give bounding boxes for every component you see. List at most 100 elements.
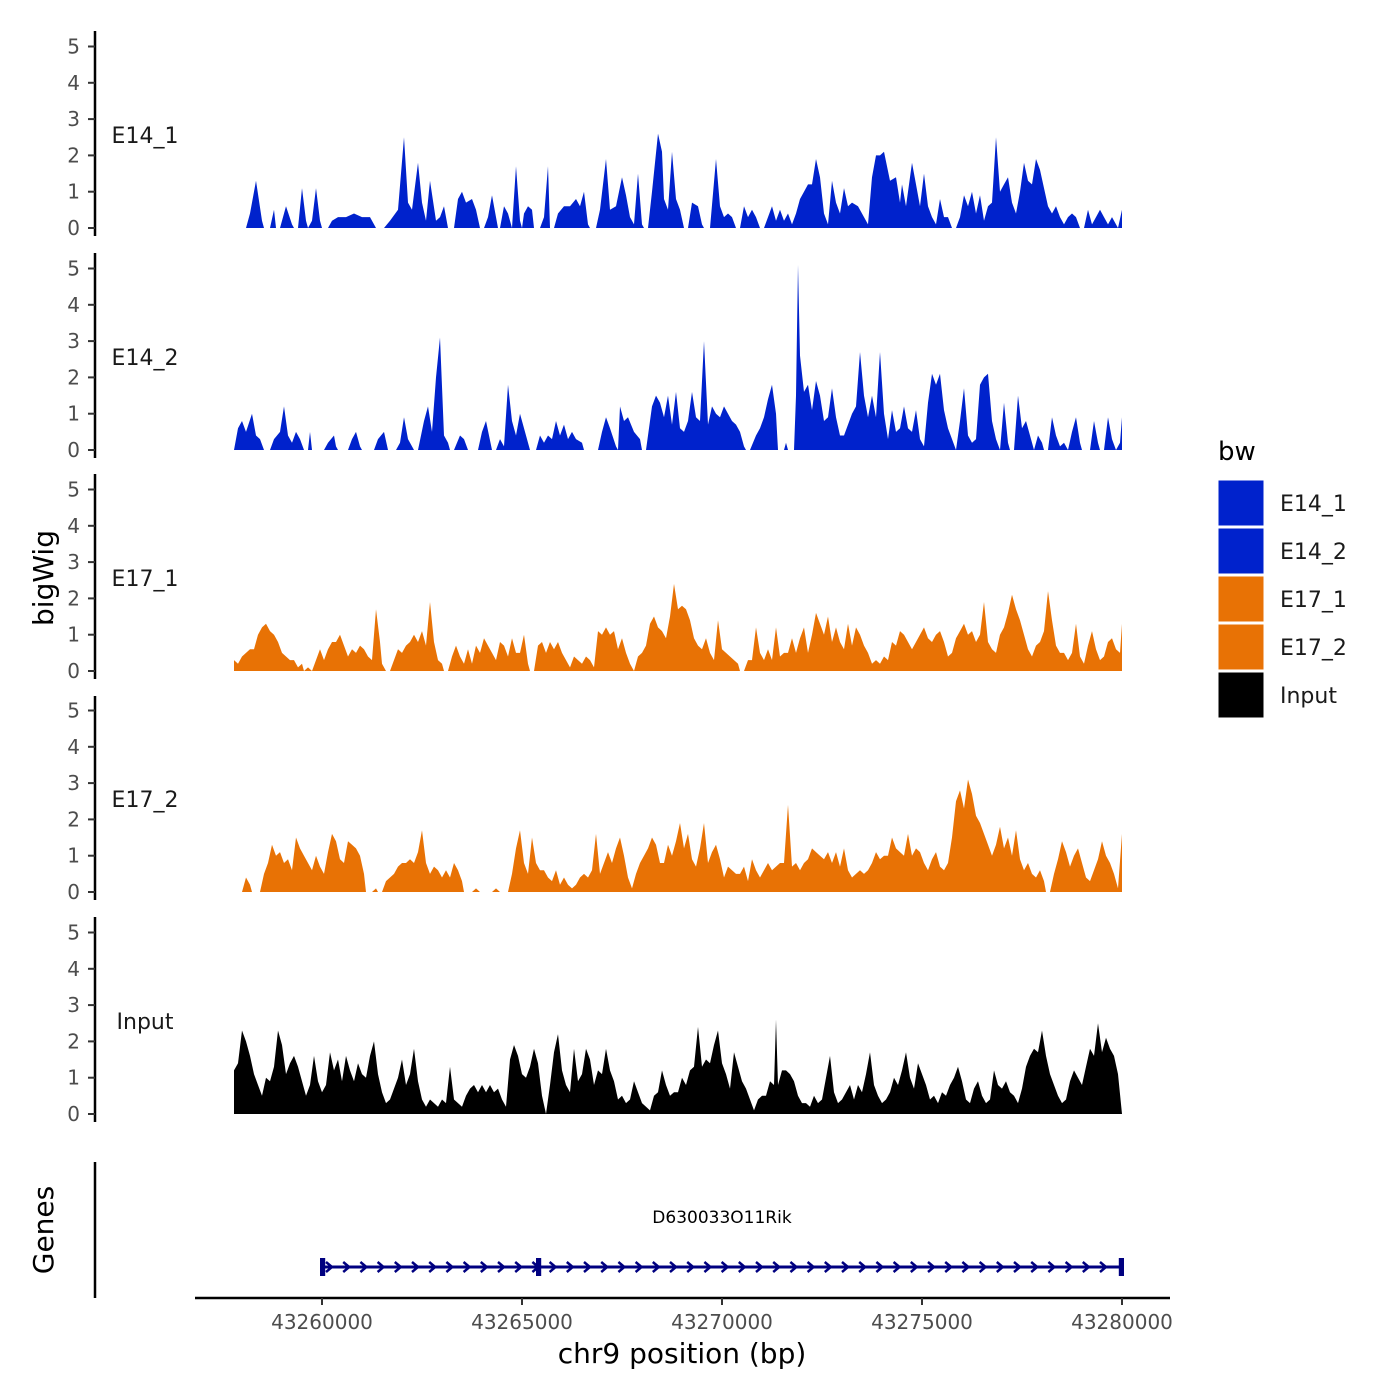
legend-swatch xyxy=(1217,671,1265,719)
track-label: E17_1 xyxy=(112,567,179,592)
x-tick-label: 43275000 xyxy=(871,1310,973,1334)
y-tick-label: 1 xyxy=(67,844,80,868)
legend-swatch xyxy=(1217,527,1265,575)
y-tick-label: 3 xyxy=(67,550,80,574)
y-tick-label: 5 xyxy=(67,699,80,723)
strand-arrow xyxy=(565,1261,575,1273)
y-tick-label: 1 xyxy=(67,1066,80,1090)
y-tick-label: 0 xyxy=(67,438,80,462)
y-tick-label: 4 xyxy=(67,514,80,538)
legend-swatch xyxy=(1217,479,1265,527)
track-label: E17_2 xyxy=(112,788,179,813)
track-label: E14_2 xyxy=(112,346,179,371)
strand-arrow xyxy=(1099,1261,1108,1273)
strand-arrow xyxy=(875,1261,885,1273)
coverage-area-Input xyxy=(234,1019,1122,1114)
gene-marks: D630033O11Rik xyxy=(320,1208,1124,1276)
strand-arrow xyxy=(944,1261,954,1273)
strand-arrow xyxy=(479,1261,489,1273)
strand-arrow xyxy=(841,1261,850,1273)
y-tick-label: 4 xyxy=(67,957,80,981)
strand-arrow xyxy=(755,1261,764,1273)
y-tick-label: 5 xyxy=(67,921,80,945)
strand-arrow xyxy=(1081,1261,1091,1273)
y-tick-label: 0 xyxy=(67,880,80,904)
coverage-area-E14_2 xyxy=(234,264,1122,450)
y-tick-label: 0 xyxy=(67,216,80,240)
track-E17_2: 0 1 2 3 4 5 E17_2 xyxy=(67,696,1122,904)
y-tick-label: 1 xyxy=(67,623,80,647)
strand-arrow xyxy=(789,1261,799,1273)
strand-arrow xyxy=(858,1261,868,1273)
strand-arrow xyxy=(462,1261,472,1273)
x-tick-label: 43270000 xyxy=(671,1310,773,1334)
coverage-area-E14_1 xyxy=(246,133,1122,228)
legend-items: E14_1 E14_2 E17_1 E17_2 Input xyxy=(1217,479,1347,719)
legend-swatch xyxy=(1217,623,1265,671)
legend-label: E17_2 xyxy=(1280,636,1347,661)
y-tick-label: 1 xyxy=(67,402,80,426)
legend-label: E14_1 xyxy=(1280,492,1347,517)
strand-arrow xyxy=(823,1261,833,1273)
strand-arrow xyxy=(892,1261,902,1273)
legend-label: E17_1 xyxy=(1280,588,1347,613)
legend-label: Input xyxy=(1280,684,1337,709)
strand-arrow xyxy=(737,1261,747,1273)
track-label: E14_1 xyxy=(112,124,179,149)
legend-title: bw xyxy=(1218,437,1256,467)
y-tick-label: 1 xyxy=(67,180,80,204)
strand-arrow xyxy=(686,1261,696,1273)
y-tick-label: 5 xyxy=(67,35,80,59)
y-tick-label: 2 xyxy=(67,807,80,831)
strand-arrow xyxy=(703,1261,713,1273)
strand-arrow xyxy=(806,1261,816,1273)
y-tick-label: 3 xyxy=(67,107,80,131)
strand-arrow xyxy=(1030,1261,1040,1273)
strand-arrow xyxy=(669,1261,678,1273)
strand-arrow xyxy=(411,1261,420,1273)
coverage-tracks: 0 1 2 3 4 5 E14_1 0 1 2 3 4 5 E14_2 0 1 2 3 4 5 E17_1 0 1 2 3 4 5 E… xyxy=(67,31,1122,1126)
strand-arrow xyxy=(428,1261,438,1273)
track-label: Input xyxy=(117,1010,174,1035)
strand-arrow xyxy=(909,1261,919,1273)
track-E14_2: 0 1 2 3 4 5 E14_2 xyxy=(67,253,1122,462)
x-tick-label: 43280000 xyxy=(1071,1310,1173,1334)
strand-arrow xyxy=(600,1261,610,1273)
y-tick-label: 0 xyxy=(67,1102,80,1126)
strand-arrow xyxy=(961,1261,971,1273)
exon-block xyxy=(1118,1258,1124,1276)
genes-axis-title: Genes xyxy=(27,1186,60,1274)
y-tick-label: 2 xyxy=(67,1029,80,1053)
y-tick-label: 0 xyxy=(67,659,80,683)
track-E14_1: 0 1 2 3 4 5 E14_1 xyxy=(67,31,1122,240)
strand-arrow xyxy=(927,1261,936,1273)
coverage-area-E17_1 xyxy=(234,583,1122,671)
legend-item-E14_1: E14_1 xyxy=(1217,479,1347,527)
strand-arrow xyxy=(1047,1261,1057,1273)
y-axis-title: bigWig xyxy=(27,530,60,626)
gene-D630033O11Rik: D630033O11Rik xyxy=(320,1208,1124,1276)
y-tick-label: 3 xyxy=(67,329,80,353)
y-tick-label: 2 xyxy=(67,365,80,389)
y-tick-label: 2 xyxy=(67,143,80,167)
strand-arrow xyxy=(445,1261,455,1273)
x-tick-label: 43265000 xyxy=(471,1310,573,1334)
legend-item-E14_2: E14_2 xyxy=(1217,527,1347,575)
legend-label: E14_2 xyxy=(1280,540,1347,565)
y-tick-label: 3 xyxy=(67,771,80,795)
y-tick-label: 4 xyxy=(67,293,80,317)
strand-arrow xyxy=(376,1261,386,1273)
strand-arrow xyxy=(359,1261,369,1273)
strand-arrow xyxy=(497,1261,506,1273)
strand-arrow xyxy=(617,1261,627,1273)
strand-arrow xyxy=(995,1261,1005,1273)
legend-item-E17_2: E17_2 xyxy=(1217,623,1347,671)
coverage-area-E17_2 xyxy=(242,779,1122,892)
strand-arrow xyxy=(634,1261,644,1273)
strand-arrow xyxy=(325,1261,334,1273)
track-Input: 0 1 2 3 4 5 Input xyxy=(67,917,1122,1126)
legend-swatch xyxy=(1217,575,1265,623)
strand-arrow xyxy=(393,1261,403,1273)
strand-arrow xyxy=(651,1261,661,1273)
